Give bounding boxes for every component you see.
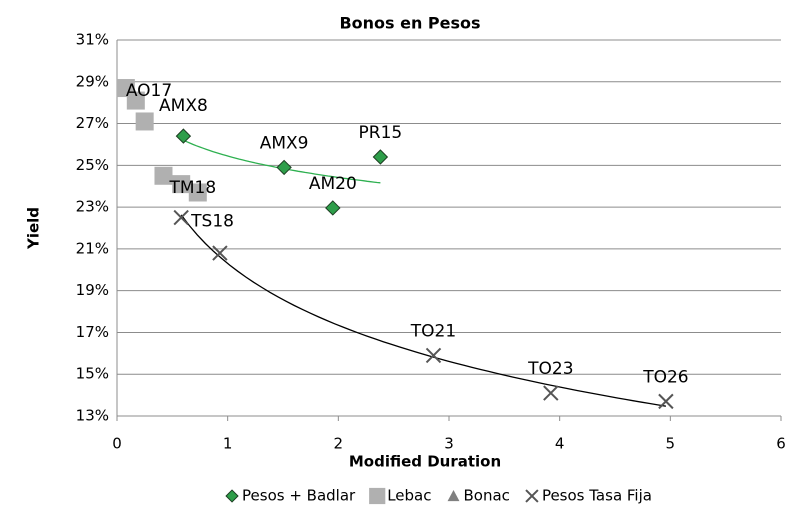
- x-tick-label: 1: [223, 435, 233, 453]
- y-tick-label: 17%: [76, 323, 109, 341]
- y-tick-label: 27%: [76, 114, 109, 132]
- y-tick-label: 31%: [76, 31, 109, 49]
- marker: [325, 200, 341, 216]
- marker: [126, 91, 145, 110]
- point-label: PR15: [359, 123, 403, 143]
- marker: [225, 489, 239, 503]
- legend-item: Pesos + Badlar: [225, 487, 356, 505]
- marker: [135, 112, 154, 131]
- marker: [173, 209, 189, 226]
- point-label: AMX9: [260, 133, 309, 153]
- legend-label: Bonac: [464, 487, 510, 505]
- marker: [525, 489, 539, 503]
- marker: [543, 385, 559, 401]
- legend-label: Pesos + Badlar: [242, 487, 356, 505]
- x-axis-title: Modified Duration: [349, 453, 501, 471]
- point-label: TO21: [410, 321, 456, 341]
- y-axis-title: Yield: [25, 207, 43, 250]
- legend-item: Lebac: [369, 487, 432, 505]
- marker: [154, 166, 173, 185]
- x-tick-label: 4: [555, 435, 565, 453]
- marker: [658, 393, 674, 410]
- point-label: TO23: [527, 359, 573, 379]
- y-tick-label: 21%: [76, 239, 109, 257]
- marker: [175, 128, 192, 144]
- legend: Pesos + Badlar Lebac Bonac Pesos Tasa Fija: [225, 487, 652, 505]
- legend-item: Bonac: [447, 487, 510, 505]
- legend-item: Pesos Tasa Fija: [525, 487, 652, 505]
- legend-label: Lebac: [387, 487, 431, 505]
- x-tick-label: 2: [334, 435, 344, 453]
- marker: [276, 159, 292, 176]
- x-tick-label: 5: [666, 435, 676, 453]
- point-label: AO17: [126, 81, 172, 101]
- marker: [188, 183, 207, 202]
- y-tick-label: 23%: [76, 198, 109, 216]
- y-tick-label: 29%: [76, 72, 109, 90]
- y-tick-label: 13%: [76, 407, 109, 425]
- point-label: TO26: [642, 367, 688, 387]
- chart-title: Bonos en Pesos: [339, 14, 480, 33]
- x-tick-label: 6: [776, 435, 786, 453]
- marker: [425, 347, 442, 364]
- marker: [212, 245, 228, 261]
- marker: [369, 487, 386, 505]
- marker: [372, 149, 389, 165]
- legend-label: Pesos Tasa Fija: [542, 487, 652, 505]
- point-label: TS18: [190, 212, 234, 232]
- trendline: [180, 214, 667, 407]
- marker: [172, 175, 191, 194]
- point-label: TM18: [168, 178, 216, 198]
- marker: [447, 490, 460, 502]
- y-tick-label: 25%: [76, 156, 109, 174]
- point-label: AMX8: [159, 96, 208, 116]
- y-tick-label: 15%: [76, 365, 109, 383]
- x-tick-label: 3: [444, 435, 454, 453]
- y-tick-label: 19%: [76, 281, 109, 299]
- point-label: AM20: [309, 174, 357, 194]
- x-tick-label: 0: [112, 435, 122, 453]
